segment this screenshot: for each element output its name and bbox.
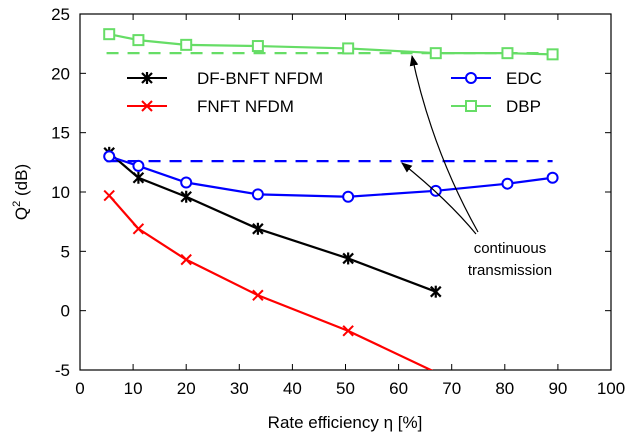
legend-marker-fnft [141, 100, 153, 112]
legend-label-edc: EDC [506, 69, 542, 88]
y-tick-label-1: 0 [61, 302, 70, 321]
legend-marker-shape-1 [141, 100, 153, 112]
point-fnft-nfdm-3 [252, 289, 264, 301]
legend-label-fnft: FNFT NFDM [197, 97, 294, 116]
x-tick-label-1: 10 [124, 379, 143, 398]
point-edc-2 [180, 176, 193, 189]
point-dbp-1 [132, 34, 145, 47]
x-tick-label-7: 70 [442, 379, 461, 398]
point-df-bnft-nfdm-2 [180, 190, 192, 203]
annotation-continuous-transmission: continuous transmission [401, 54, 552, 279]
axis-ticks: 0 10 20 30 40 50 60 70 80 90 100 -5 0 5 10 15 20 25 [51, 5, 625, 398]
legend: DF-BNFT NFDM FNFT NFDM EDC DBP [127, 69, 542, 116]
legend-marker-shape-2 [465, 72, 477, 84]
x-tick-label-10: 100 [597, 379, 625, 398]
legend-item-df-bnft: DF-BNFT NFDM [127, 69, 323, 88]
legend-marker-df-bnft [141, 72, 153, 84]
series-line-fnft-nfdm [108, 194, 434, 370]
series-line-dbp [108, 33, 553, 56]
point-fnft-nfdm-1 [132, 223, 145, 235]
legend-marker-edc [465, 72, 477, 84]
y-axis-title-main: Q [12, 207, 31, 220]
x-tick-label-6: 60 [389, 379, 408, 398]
y-tick-label-2: 5 [61, 242, 70, 261]
legend-item-fnft: FNFT NFDM [127, 97, 294, 116]
x-tick-label-3: 30 [230, 379, 249, 398]
x-tick-label-4: 40 [283, 379, 302, 398]
point-fnft-nfdm-0 [103, 189, 115, 202]
point-fnft-nfdm-4 [342, 325, 354, 337]
point-edc-0 [103, 150, 116, 163]
point-dbp-5 [429, 47, 442, 60]
annotation-arrow-dbp [409, 54, 479, 233]
annotation-line-1: continuous [474, 240, 547, 257]
y-tick-label-5: 20 [51, 64, 70, 83]
x-tick-label-2: 20 [177, 379, 196, 398]
series-df-bnft-nfdm [103, 146, 442, 298]
legend-label-df-bnft: DF-BNFT NFDM [197, 69, 323, 88]
point-dbp-6 [501, 47, 514, 60]
legend-marker-shape-3 [465, 100, 477, 112]
y-axis-title: Q2 (dB) [11, 164, 31, 220]
y-tick-label-4: 15 [51, 124, 70, 143]
point-fnft-nfdm-2 [180, 253, 192, 266]
point-edc-3 [251, 188, 264, 201]
x-tick-label-9: 90 [548, 379, 567, 398]
point-dbp-7 [546, 48, 559, 61]
series-dbp [103, 28, 559, 61]
legend-label-dbp: DBP [506, 97, 541, 116]
annotation-arrow-edc [401, 162, 477, 235]
legend-marker-shape-0 [141, 72, 153, 84]
point-edc-7 [546, 171, 559, 184]
x-tick-label-0: 0 [75, 379, 84, 398]
legend-marker-dbp [465, 100, 477, 112]
point-edc-5 [429, 184, 442, 197]
reference-lines [106, 52, 553, 163]
y-axis-title-rest: (dB) [12, 164, 31, 201]
series-layer [103, 28, 559, 370]
x-tick-label-8: 80 [495, 379, 514, 398]
x-tick-label-5: 50 [336, 379, 355, 398]
point-dbp-2 [180, 38, 193, 51]
point-df-bnft-nfdm-5 [429, 285, 442, 298]
series-fnft-nfdm [103, 189, 434, 370]
y-tick-label-0: -5 [55, 361, 70, 380]
point-dbp-4 [342, 42, 355, 55]
point-dbp-0 [103, 28, 116, 41]
point-edc-6 [501, 177, 514, 190]
legend-item-dbp: DBP [451, 97, 541, 116]
y-tick-label-6: 25 [51, 5, 70, 24]
point-dbp-3 [251, 40, 264, 53]
y-tick-label-3: 10 [51, 183, 70, 202]
series-line-edc [108, 155, 553, 198]
series-edc [103, 150, 559, 203]
legend-item-edc: EDC [451, 69, 542, 88]
point-edc-4 [342, 190, 355, 203]
point-df-bnft-nfdm-3 [252, 222, 264, 235]
point-df-bnft-nfdm-1 [132, 171, 145, 184]
annotation-line-2: transmission [468, 262, 552, 279]
x-axis-title: Rate efficiency η [%] [268, 413, 423, 432]
point-edc-1 [132, 159, 145, 172]
point-df-bnft-nfdm-4 [342, 252, 354, 265]
y-axis-title-sup: 2 [11, 201, 23, 207]
